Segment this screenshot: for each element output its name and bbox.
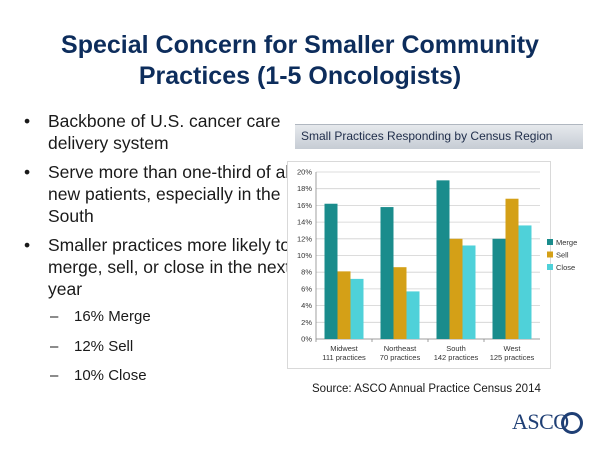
bullet-item: • Backbone of U.S. cancer care delivery … xyxy=(22,110,313,154)
bullet-text: Smaller practices more likely to merge, … xyxy=(48,235,291,299)
sub-bullet-text: 16% Merge xyxy=(74,308,151,325)
sub-bullet-item: – 16% Merge xyxy=(22,308,342,326)
slide-title: Special Concern for Smaller Community Pr… xyxy=(0,30,600,92)
legend-swatch-close xyxy=(547,264,553,270)
x-tick-sublabel: 70 practices xyxy=(380,353,421,362)
x-tick-sublabel: 111 practices xyxy=(322,353,366,362)
x-tick-sublabel: 142 practices xyxy=(434,353,479,362)
sub-bullet-text: 12% Sell xyxy=(74,337,134,355)
y-tick-label: 20% xyxy=(297,168,312,177)
sub-bullet-list: – 16% Merge – 12% Sell – 10% Close xyxy=(22,308,342,385)
sub-bullet-item: – 12% Sell xyxy=(22,338,342,356)
y-tick-label: 2% xyxy=(301,318,312,327)
y-tick-label: 10% xyxy=(297,251,312,260)
x-tick-label: Midwest xyxy=(330,344,358,353)
bar-sell xyxy=(393,267,407,339)
y-tick-label: 12% xyxy=(297,234,312,243)
chart-title: Small Practices Responding by Census Reg… xyxy=(301,129,553,143)
legend-label: Merge xyxy=(556,238,577,247)
y-tick-label: 4% xyxy=(301,301,312,310)
bar-merge xyxy=(436,180,450,339)
bullet-list: • Backbone of U.S. cancer care delivery … xyxy=(22,110,342,397)
x-tick-label: South xyxy=(446,344,466,353)
bullet-marker: • xyxy=(24,111,31,131)
bar-sell xyxy=(337,271,351,339)
bar-merge xyxy=(380,207,394,339)
bullet-item: • Smaller practices more likely to merge… xyxy=(22,234,313,300)
chart-title-bar: Small Practices Responding by Census Reg… xyxy=(295,124,583,149)
bullet-item: • Serve more than one-third of all new p… xyxy=(22,161,313,227)
sub-bullet-marker: – xyxy=(50,337,59,355)
y-tick-label: 14% xyxy=(297,218,312,227)
bar-sell xyxy=(449,238,463,339)
sub-bullet-text: 10% Close xyxy=(74,367,147,384)
bullet-marker: • xyxy=(24,235,31,255)
bar-merge xyxy=(324,203,338,339)
logo-globe-icon xyxy=(561,412,583,434)
x-tick-sublabel: 125 practices xyxy=(490,353,535,362)
y-tick-label: 8% xyxy=(301,268,312,277)
sub-bullet-marker: – xyxy=(50,367,59,384)
bar-sell xyxy=(505,198,519,339)
legend-label: Close xyxy=(556,263,575,272)
y-tick-label: 18% xyxy=(297,184,312,193)
bar-close xyxy=(518,225,532,339)
y-tick-label: 0% xyxy=(301,335,312,344)
x-tick-label: Northeast xyxy=(384,344,417,353)
sub-bullet-item: – 10% Close xyxy=(22,367,342,385)
source-note: Source: ASCO Annual Practice Census 2014 xyxy=(312,383,541,395)
bullet-text: Serve more than one-third of all new pat… xyxy=(48,162,294,226)
bar-close xyxy=(350,278,364,339)
title-line-1: Special Concern for Smaller Community xyxy=(61,31,539,59)
bar-merge xyxy=(492,238,506,339)
legend-swatch-merge xyxy=(547,239,553,245)
x-tick-label: West xyxy=(504,344,522,353)
bullet-marker: • xyxy=(24,162,31,182)
y-tick-label: 16% xyxy=(297,201,312,210)
legend-swatch-sell xyxy=(547,251,553,258)
sub-bullet-marker: – xyxy=(50,308,59,325)
asco-logo: ASCO xyxy=(512,409,569,434)
y-tick-label: 6% xyxy=(301,284,312,293)
legend-label: Sell xyxy=(556,251,569,260)
bar-close xyxy=(462,245,476,339)
bullet-text: Backbone of U.S. cancer care delivery sy… xyxy=(48,111,281,153)
bar-close xyxy=(406,291,420,339)
title-line-2: Practices (1-5 Oncologists) xyxy=(138,62,462,90)
